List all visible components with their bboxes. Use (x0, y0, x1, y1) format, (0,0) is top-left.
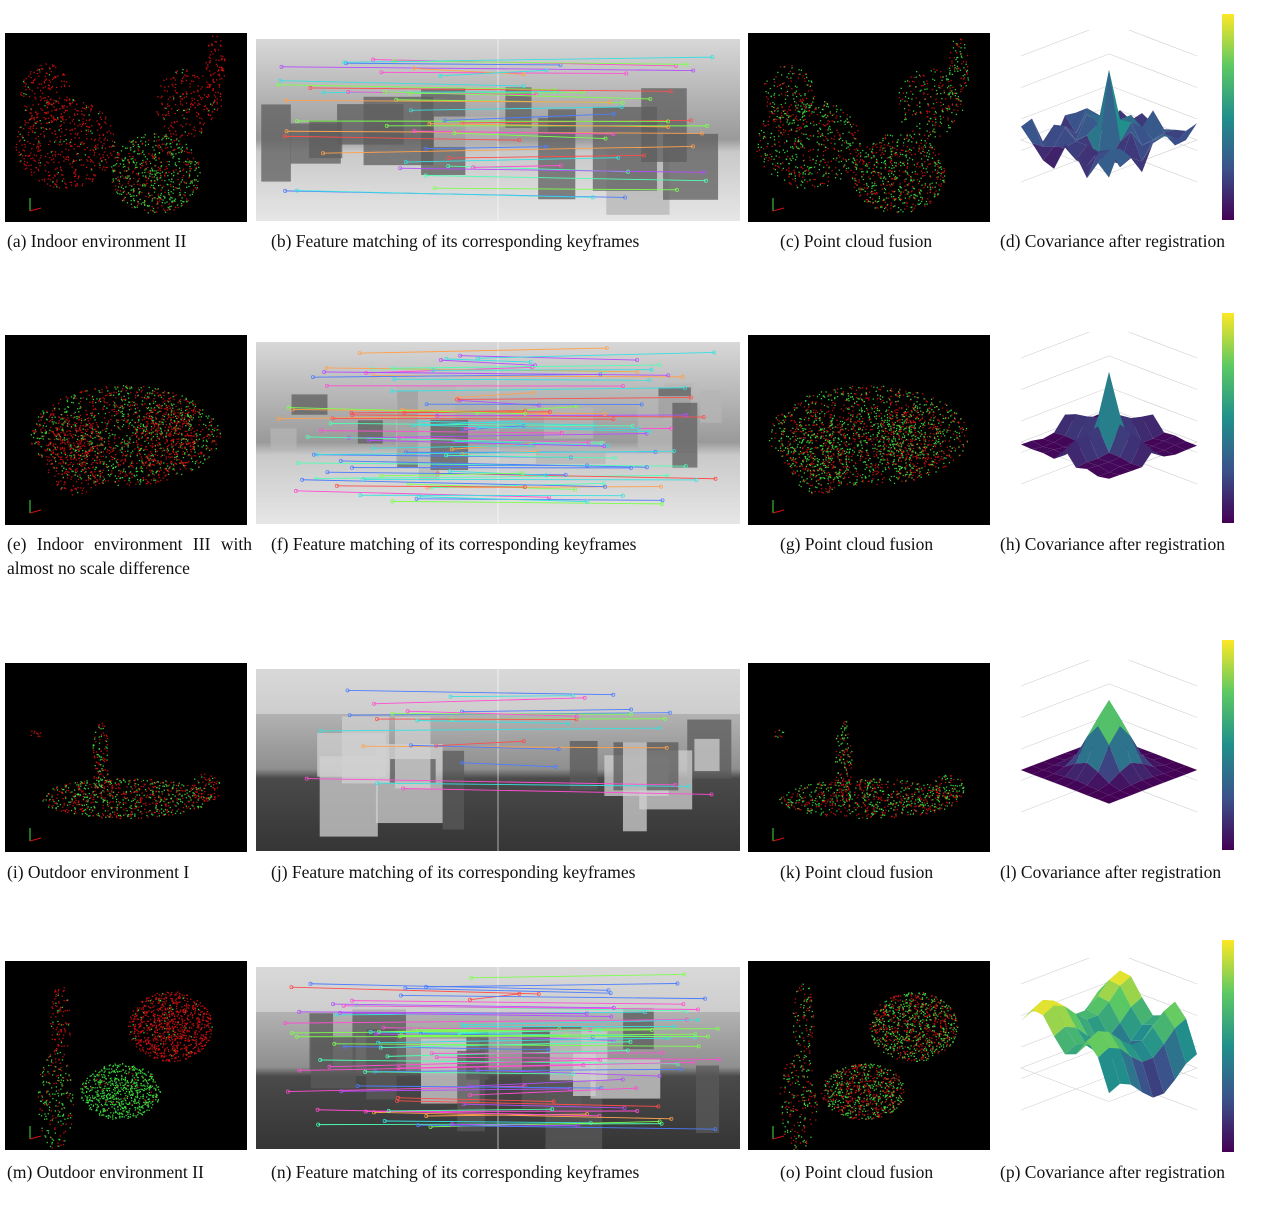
pointcloud-fusion-outdoor-ii (748, 961, 990, 1150)
covariance-plot-outdoor-i (998, 660, 1220, 856)
caption-k: (k) Point cloud fusion (780, 862, 934, 882)
caption-m: (m) Outdoor environment II (7, 1162, 204, 1182)
caption-a: (a) Indoor environment II (7, 231, 187, 251)
covariance-plot-indoor-ii (998, 30, 1220, 226)
colorbar (1222, 313, 1234, 523)
colorbar (1222, 640, 1234, 850)
caption-n: (n) Feature matching of its correspondin… (271, 1162, 640, 1182)
covariance-plot-outdoor-ii (998, 958, 1220, 1154)
caption-l: (l) Covariance after registration (1000, 862, 1222, 882)
colorbar (1222, 14, 1234, 220)
caption-f: (f) Feature matching of its correspondin… (271, 534, 637, 554)
caption-b: (b) Feature matching of its correspondin… (271, 231, 640, 251)
pointcloud-outdoor-ii (5, 961, 247, 1150)
feature-matching-outdoor-ii (256, 967, 740, 1149)
caption-g: (g) Point cloud fusion (780, 534, 934, 554)
caption-c: (c) Point cloud fusion (780, 231, 933, 251)
feature-matching-indoor-ii (256, 39, 740, 221)
pointcloud-fusion-outdoor-i (748, 663, 990, 852)
caption-d: (d) Covariance after registration (1000, 231, 1225, 251)
caption-e: (e) Indoor environment III with almost n… (7, 534, 252, 578)
feature-matching-indoor-iii (256, 342, 740, 524)
pointcloud-fusion-indoor-ii (748, 33, 990, 222)
pointcloud-indoor-iii (5, 335, 247, 525)
caption-p: (p) Covariance after registration (1000, 1162, 1225, 1182)
pointcloud-indoor-ii (5, 33, 247, 222)
caption-j: (j) Feature matching of its correspondin… (271, 862, 636, 882)
pointcloud-outdoor-i (5, 663, 247, 852)
pointcloud-fusion-indoor-iii (748, 335, 990, 525)
caption-h: (h) Covariance after registration (1000, 534, 1225, 554)
caption-i: (i) Outdoor environment I (7, 862, 190, 882)
colorbar (1222, 940, 1234, 1152)
feature-matching-outdoor-i (256, 669, 740, 851)
caption-o: (o) Point cloud fusion (780, 1162, 934, 1182)
covariance-plot-indoor-iii (998, 332, 1220, 528)
